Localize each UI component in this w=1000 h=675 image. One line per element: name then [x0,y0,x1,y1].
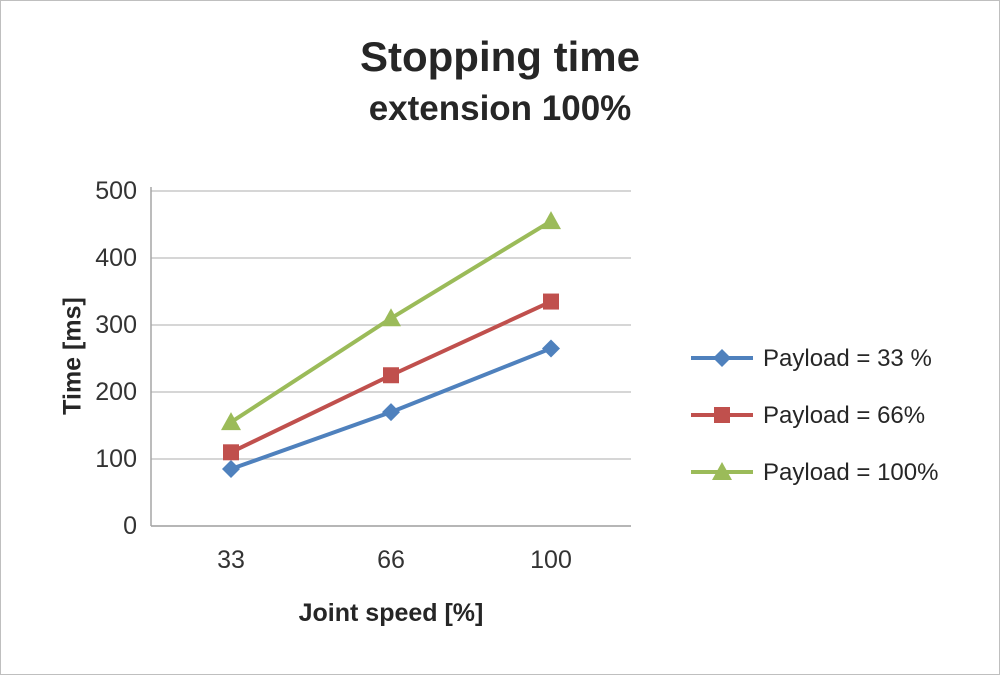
legend-label-2: Payload = 100% [763,459,938,486]
legend-marker-2 [712,462,732,480]
x-tick-label: 33 [217,546,245,574]
series-marker-0 [382,403,400,422]
series-marker-1 [383,367,399,384]
y-tick-label: 300 [95,311,137,339]
y-tick-label: 0 [123,512,137,540]
series-marker-0 [222,460,240,479]
y-tick-label: 400 [95,244,137,272]
legend-marker-1 [714,407,730,423]
x-tick-label: 100 [530,546,572,574]
y-tick-label: 200 [95,378,137,406]
y-tick-label: 500 [95,177,137,205]
legend-marker-0 [713,349,731,367]
legend-label-1: Payload = 66% [763,402,925,429]
x-tick-label: 66 [377,546,405,574]
series-marker-1 [223,444,239,461]
legend-label-0: Payload = 33 % [763,345,932,372]
chart-subtitle: extension 100% [368,89,632,128]
series-marker-2 [381,308,401,327]
x-axis-title: Joint speed [%] [298,599,484,627]
series-marker-0 [542,339,560,358]
y-tick-label: 100 [95,445,137,473]
series-marker-1 [543,293,559,310]
series-marker-2 [541,211,561,230]
chart-title: Stopping time [360,33,640,80]
series-marker-2 [221,412,241,431]
